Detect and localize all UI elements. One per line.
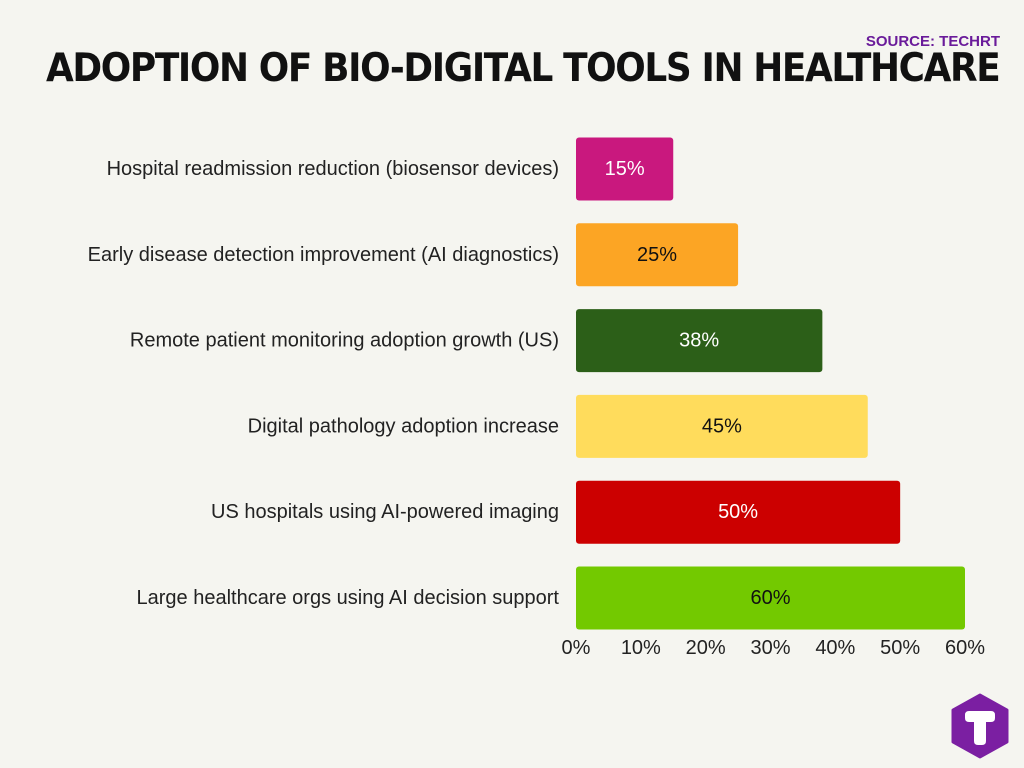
x-tick-label: 30%	[750, 637, 790, 659]
category-label: Digital pathology adoption increase	[248, 415, 559, 437]
x-tick-label: 0%	[562, 637, 591, 659]
bar-value-label: 25%	[637, 244, 677, 266]
category-label: Remote patient monitoring adoption growt…	[130, 330, 559, 352]
bar-value-label: 38%	[679, 330, 719, 352]
bar	[576, 480, 901, 544]
bar-value-label: 15%	[605, 158, 645, 180]
x-tick-label: 60%	[945, 637, 985, 659]
bar	[576, 309, 823, 373]
category-label: US hospitals using AI-powered imaging	[211, 501, 559, 523]
bar-row: Hospital readmission reduction (biosenso…	[107, 137, 674, 201]
source-label: SOURCE: TECHRT	[865, 33, 1000, 50]
bar-value-label: 45%	[702, 415, 742, 437]
x-tick-label: 20%	[686, 637, 726, 659]
category-label: Large healthcare orgs using AI decision …	[137, 587, 560, 609]
bar-value-label: 60%	[750, 587, 790, 609]
bar-row: Digital pathology adoption increase 45%	[248, 394, 868, 458]
bar	[576, 566, 965, 630]
bar	[576, 223, 739, 287]
x-tick-label: 40%	[815, 637, 855, 659]
x-tick-label: 10%	[621, 637, 661, 659]
chart-title: ADOPTION OF BIO-DIGITAL TOOLS IN HEALTHC…	[46, 46, 1001, 91]
category-label: Hospital readmission reduction (biosenso…	[107, 158, 559, 180]
bar	[576, 394, 868, 458]
bar-row: Early disease detection improvement (AI …	[88, 223, 739, 287]
bar-row: US hospitals using AI-powered imaging 50%	[211, 480, 901, 544]
x-tick-label: 50%	[880, 637, 920, 659]
category-label: Early disease detection improvement (AI …	[88, 244, 559, 266]
x-axis-ticks: 0% 10% 20% 30% 40% 50% 60%	[562, 637, 986, 659]
bar	[576, 137, 674, 201]
bar-row: Remote patient monitoring adoption growt…	[130, 309, 823, 373]
techrt-t-hexagon-icon	[951, 693, 1009, 759]
bar-row: Large healthcare orgs using AI decision …	[137, 566, 965, 630]
bars-group: Hospital readmission reduction (biosenso…	[88, 137, 965, 630]
bar-value-label: 50%	[718, 501, 758, 523]
